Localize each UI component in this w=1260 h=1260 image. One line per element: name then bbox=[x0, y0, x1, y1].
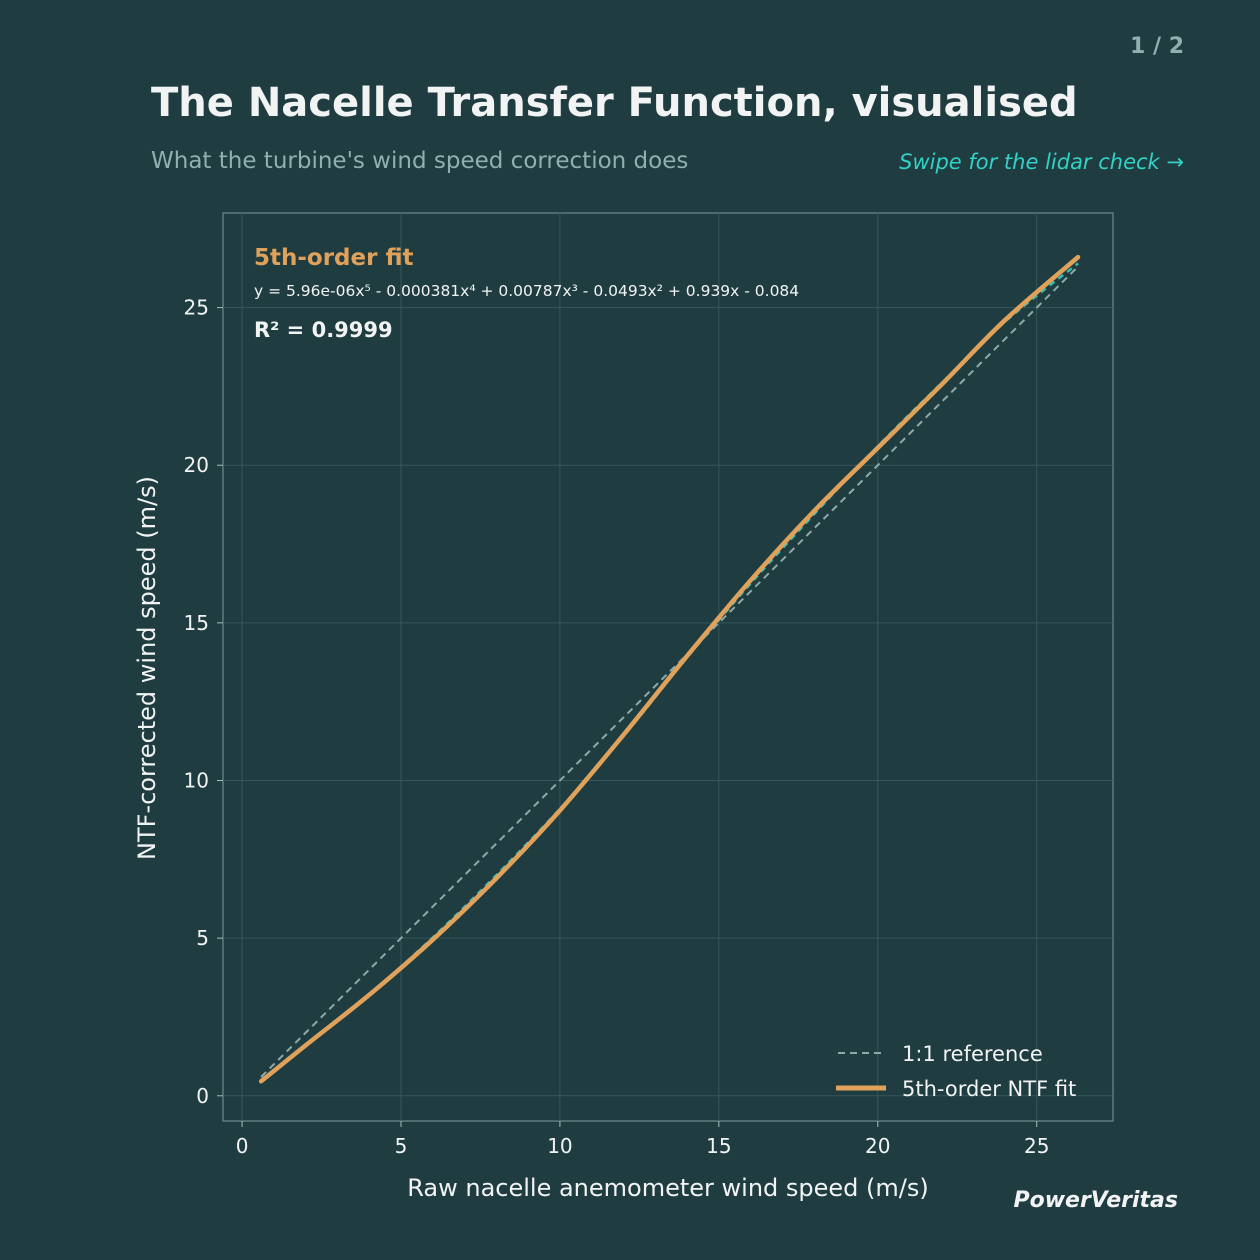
y-tick-label: 5 bbox=[196, 926, 209, 950]
y-tick-label: 15 bbox=[184, 611, 209, 635]
x-tick-label: 5 bbox=[395, 1134, 408, 1158]
y-tick-label: 0 bbox=[196, 1084, 209, 1108]
plot-area bbox=[222, 212, 1114, 1122]
page-counter: 1 / 2 bbox=[1130, 34, 1184, 59]
x-axis-label: Raw nacelle anemometer wind speed (m/s) bbox=[407, 1174, 928, 1202]
x-tick-label: 10 bbox=[547, 1134, 572, 1158]
x-tick-label: 25 bbox=[1024, 1134, 1049, 1158]
y-tick-label: 25 bbox=[184, 296, 209, 320]
axis-ticks: 0 5 10 15 20 25 0 5 10 15 20 25 bbox=[184, 296, 1050, 1158]
y-axis-label: NTF-corrected wind speed (m/s) bbox=[133, 476, 161, 860]
legend: 1:1 reference 5th-order NTF fit bbox=[836, 1042, 1076, 1101]
annotation-equation: y = 5.96e-06x⁵ - 0.000381x⁴ + 0.00787x³ … bbox=[254, 282, 799, 300]
annotation-r-squared: R² = 0.9999 bbox=[254, 318, 393, 342]
series-lines bbox=[258, 254, 1081, 1084]
swipe-hint-link[interactable]: Swipe for the lidar check → bbox=[899, 150, 1184, 174]
x-tick-label: 0 bbox=[236, 1134, 249, 1158]
x-tick-label: 15 bbox=[706, 1134, 731, 1158]
x-tick-label: 20 bbox=[865, 1134, 890, 1158]
page-title: The Nacelle Transfer Function, visualise… bbox=[151, 80, 1078, 126]
brand-logo: PowerVeritas bbox=[1013, 1188, 1178, 1213]
series-fit-line bbox=[258, 254, 1081, 1084]
legend-reference-label: 1:1 reference bbox=[902, 1042, 1043, 1066]
annotation-fit-label: 5th-order fit bbox=[254, 245, 414, 271]
y-tick-label: 10 bbox=[184, 769, 209, 793]
y-tick-label: 20 bbox=[184, 453, 209, 477]
legend-fit-label: 5th-order NTF fit bbox=[902, 1077, 1076, 1101]
page-subtitle: What the turbine's wind speed correction… bbox=[151, 148, 689, 174]
